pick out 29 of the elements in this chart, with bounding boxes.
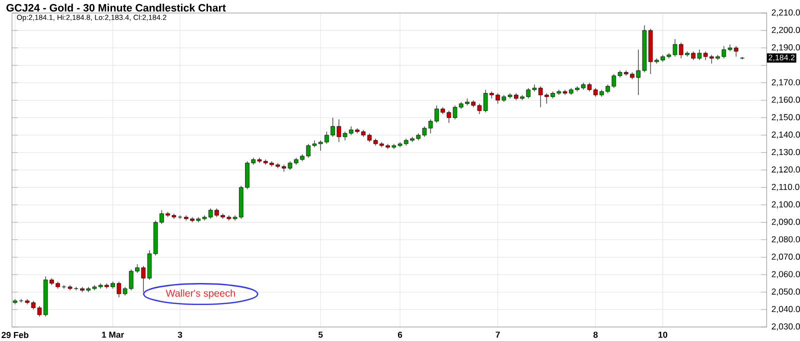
x-tick-label: 8 [593, 332, 598, 338]
x-tick-label: 6 [398, 332, 402, 338]
y-tick-label: 2,060.0 [772, 271, 800, 278]
y-tick-label: 2,190.0 [772, 44, 800, 52]
y-tick-label: 2,140.0 [772, 132, 800, 139]
annotation: Waller's speech [166, 289, 235, 299]
y-tick-label: 2,210.0 [772, 9, 800, 17]
x-tick-label: 10 [658, 332, 668, 338]
x-tick-label: 1 Mar [102, 332, 124, 338]
y-tick-label: 2,170.0 [772, 79, 800, 86]
y-tick-label: 2,110.0 [772, 184, 800, 192]
text: 2,184.2 [768, 54, 795, 62]
y-tick-label: 2,120.0 [772, 166, 800, 174]
x-tick-label: 3 [178, 332, 182, 338]
chart-title: GCJ24 - Gold - 30 Minute Candlestick Chart [6, 4, 226, 12]
y-tick-label: 2,200.0 [772, 26, 800, 34]
y-tick-label: 2,150.0 [772, 114, 800, 122]
y-tick-label: 2,080.0 [772, 236, 800, 244]
y-tick-label: 2,040.0 [772, 306, 800, 314]
y-tick-label: 2,100.0 [772, 201, 800, 208]
y-tick-label: 2,070.0 [772, 254, 800, 261]
x-tick-label: 7 [496, 332, 500, 338]
y-tick-label: 2,090.0 [772, 218, 800, 226]
y-tick-label: 2,130.0 [772, 148, 800, 156]
y-tick-label: 2,160.0 [772, 96, 800, 104]
y-tick-label: 2,030.0 [772, 323, 800, 331]
y-tick-label: 2,050.0 [772, 288, 800, 296]
x-tick-label: 5 [318, 332, 323, 338]
x-tick-label: 29 Feb [2, 332, 28, 338]
